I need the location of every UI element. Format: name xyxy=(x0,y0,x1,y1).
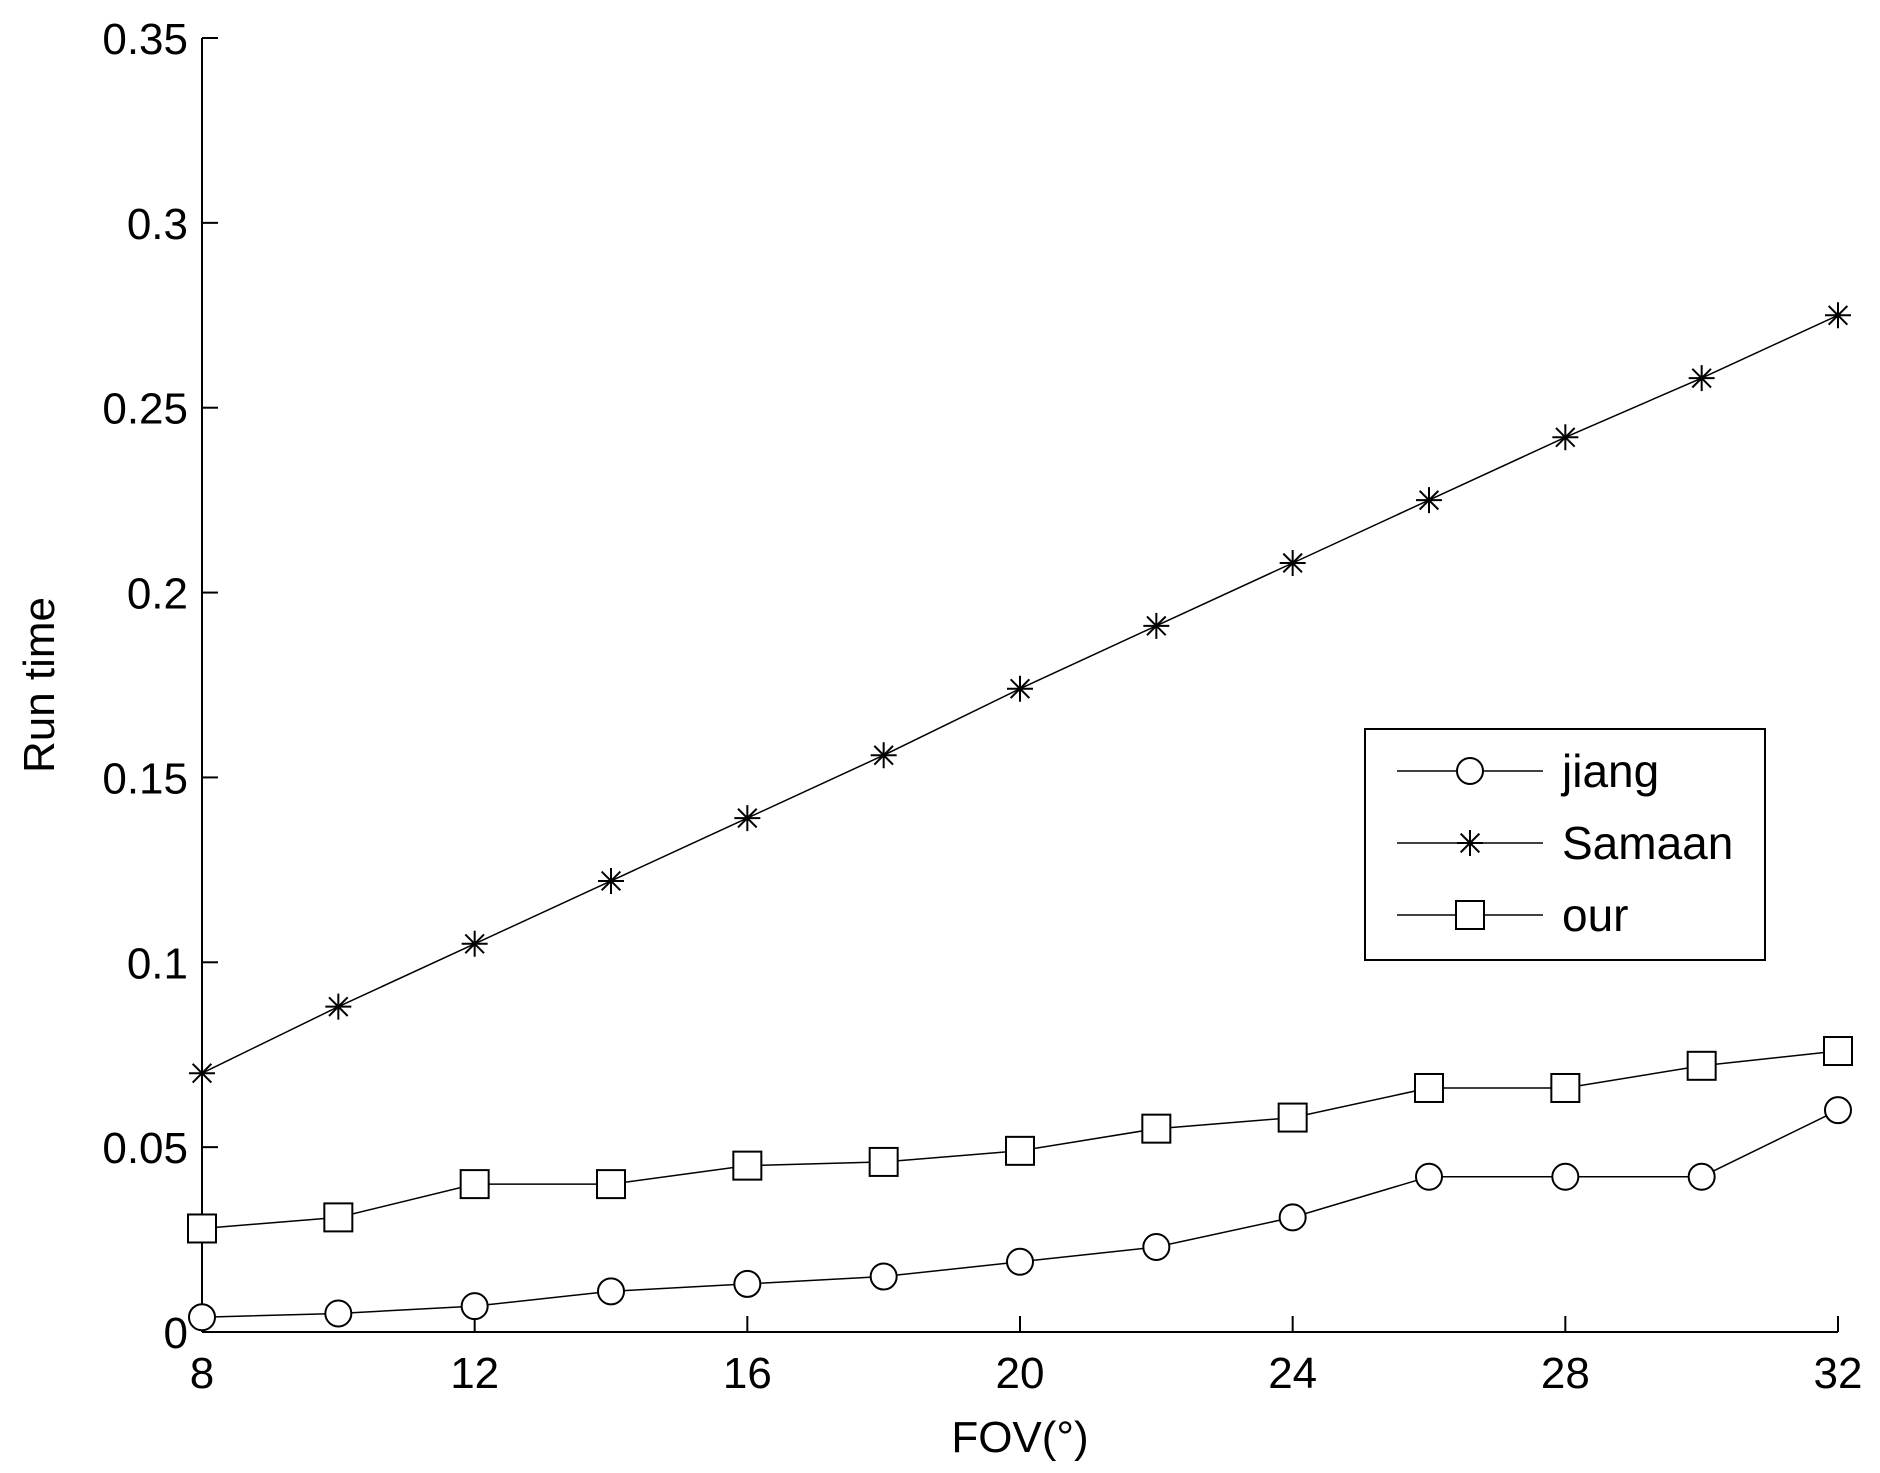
data-point xyxy=(1142,1232,1171,1261)
data-point xyxy=(1416,487,1442,514)
series-jiang xyxy=(188,1096,1852,1332)
x-axis-ticks: 8 12 16 20 24 28 32 xyxy=(190,1316,1863,1398)
y-tick-label: 0.15 xyxy=(102,754,188,803)
legend-box xyxy=(1364,728,1766,961)
data-point xyxy=(1005,1135,1035,1166)
legend-marker xyxy=(1455,900,1485,930)
data-point xyxy=(1414,1072,1444,1103)
data-point xyxy=(1823,1036,1853,1067)
data-point xyxy=(1551,1162,1580,1191)
data-point xyxy=(188,1303,216,1332)
x-tick-label: 24 xyxy=(1268,1349,1317,1398)
legend: jiang Samaan our xyxy=(1364,728,1766,961)
legend-label: our xyxy=(1562,889,1628,941)
data-point xyxy=(1278,1203,1307,1232)
data-point xyxy=(1415,1162,1443,1191)
x-axis-title: FOV(°) xyxy=(951,1413,1088,1462)
legend-marker xyxy=(1456,757,1484,785)
y-tick-label: 0.3 xyxy=(127,200,188,249)
x-tick-label: 32 xyxy=(1814,1349,1863,1398)
x-tick-label: 12 xyxy=(450,1349,499,1398)
y-tick-label: 0 xyxy=(164,1309,188,1358)
data-point xyxy=(459,1169,490,1200)
y-axis-ticks: 0 0.05 0.1 0.15 0.2 0.25 0.3 0.35 xyxy=(102,15,218,1358)
data-point xyxy=(461,930,488,957)
data-point xyxy=(1552,424,1579,451)
data-point xyxy=(732,1150,763,1181)
data-point xyxy=(324,1299,353,1328)
data-point xyxy=(1143,612,1170,639)
data-point xyxy=(1687,1162,1716,1191)
legend-item-our: our xyxy=(1397,889,1628,941)
legend-item-samaan: Samaan xyxy=(1397,817,1733,869)
series-samaan xyxy=(189,302,1851,1087)
data-point xyxy=(868,1146,899,1177)
data-point xyxy=(734,805,761,832)
data-point xyxy=(325,993,352,1020)
y-tick-label: 0.25 xyxy=(102,385,188,434)
data-point xyxy=(187,1213,217,1244)
data-point xyxy=(189,1060,215,1087)
data-point xyxy=(1277,1102,1308,1133)
data-point xyxy=(323,1202,354,1233)
data-point xyxy=(597,1277,625,1306)
data-point xyxy=(1007,675,1033,702)
data-point xyxy=(1825,302,1851,329)
legend-label: jiang xyxy=(1560,745,1659,797)
data-point xyxy=(1824,1096,1852,1125)
data-point xyxy=(733,1269,762,1298)
series-our xyxy=(187,1036,1853,1244)
data-point xyxy=(460,1292,489,1321)
y-tick-label: 0.35 xyxy=(102,15,188,64)
x-tick-label: 8 xyxy=(190,1349,214,1398)
data-point xyxy=(869,1262,898,1291)
data-point xyxy=(598,867,624,894)
data-point xyxy=(1006,1247,1034,1276)
data-point xyxy=(1550,1072,1581,1103)
legend-items: jiang Samaan our xyxy=(1397,745,1733,941)
y-axis-title: Run time xyxy=(15,597,64,773)
y-tick-label: 0.05 xyxy=(102,1124,188,1173)
x-tick-label: 16 xyxy=(723,1349,772,1398)
legend-marker xyxy=(1457,830,1483,856)
series-layer xyxy=(187,302,1853,1332)
x-tick-label: 20 xyxy=(996,1349,1045,1398)
y-tick-label: 0.1 xyxy=(127,939,188,988)
legend-item-jiang: jiang xyxy=(1397,745,1659,797)
data-point xyxy=(596,1169,626,1200)
data-point xyxy=(1141,1113,1172,1144)
data-point xyxy=(1279,549,1306,576)
data-point xyxy=(1688,365,1715,392)
legend-label: Samaan xyxy=(1562,817,1733,869)
y-tick-label: 0.2 xyxy=(127,570,188,619)
data-point xyxy=(1686,1050,1717,1081)
data-point xyxy=(870,742,897,769)
x-tick-label: 28 xyxy=(1541,1349,1590,1398)
